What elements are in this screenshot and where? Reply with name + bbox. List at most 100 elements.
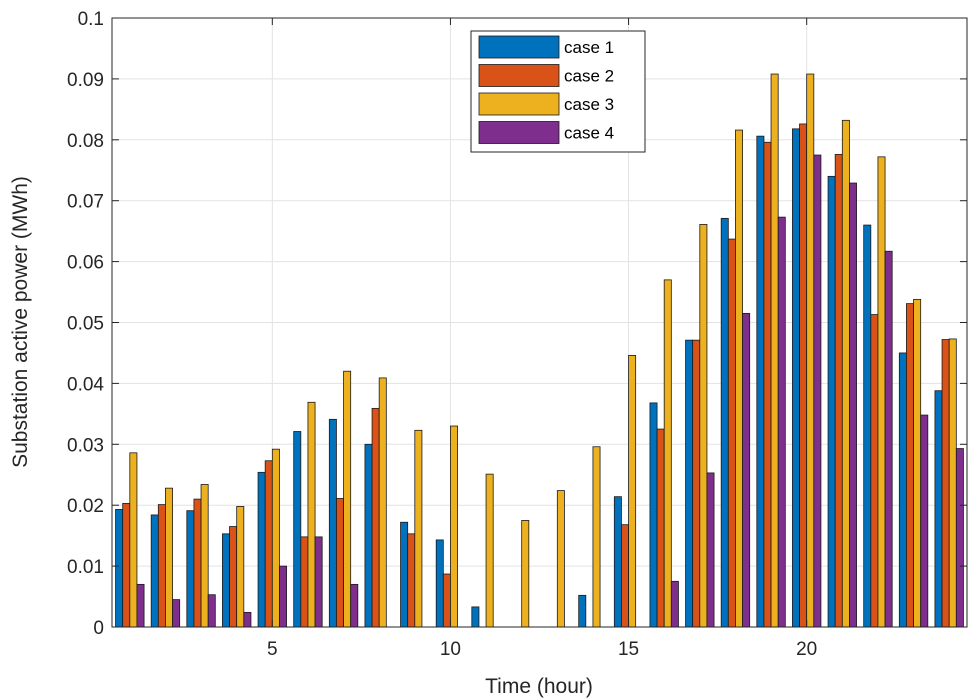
legend-swatch-case-2: [478, 64, 560, 87]
bar-case-3-hour-13: [556, 490, 565, 628]
legend-label-case-2: case 2: [564, 67, 614, 86]
legend-swatch-case-1: [478, 35, 560, 59]
bar-case-2-hour-24: [941, 339, 950, 628]
bar-case-4-hour-21: [849, 182, 857, 628]
bar-case-3-hour-2: [165, 487, 173, 628]
bar-case-4-hour-19: [777, 216, 786, 628]
y-axis-label: Substation active power (MWh): [9, 176, 32, 468]
bar-case-4-hour-18: [742, 312, 751, 628]
bar-case-4-hour-22: [884, 250, 893, 628]
bar-case-1-hour-11: [471, 606, 480, 628]
bar-case-3-hour-20: [806, 73, 815, 628]
bar-case-1-hour-5: [257, 471, 266, 628]
y-tick-label: 0.03: [67, 435, 104, 456]
bar-case-1-hour-1: [115, 509, 124, 628]
bar-case-1-hour-6: [293, 431, 302, 628]
bar-case-2-hour-4: [229, 526, 238, 628]
bar-case-3-hour-23: [913, 298, 922, 628]
bar-case-2-hour-7: [336, 498, 344, 628]
bar-case-3-hour-9: [414, 429, 423, 628]
bar-case-3-hour-7: [343, 370, 352, 628]
bar-case-3-hour-8: [378, 377, 387, 628]
bar-case-4-hour-3: [207, 594, 216, 628]
bar-case-3-hour-5: [271, 448, 280, 628]
bar-case-2-hour-2: [157, 504, 166, 628]
bar-case-2-hour-8: [371, 407, 380, 628]
bar-case-1-hour-18: [720, 217, 729, 628]
bar-case-1-hour-3: [186, 510, 195, 628]
bar-case-3-hour-11: [485, 473, 494, 628]
bar-case-2-hour-3: [193, 498, 202, 628]
bar-case-4-hour-7: [350, 583, 359, 628]
bar-case-2-hour-10: [442, 573, 451, 628]
legend: case 1 case 2 case 3 case 4: [470, 30, 646, 153]
bar-case-1-hour-24: [934, 390, 943, 628]
bar-case-1-hour-20: [792, 128, 800, 628]
y-tick-label: 0.1: [78, 9, 104, 30]
bar-case-1-hour-21: [827, 175, 836, 628]
bar-case-3-hour-16: [663, 279, 672, 628]
bar-case-3-hour-22: [877, 156, 886, 628]
bar-case-1-hour-23: [898, 352, 907, 628]
bar-case-1-hour-15: [613, 496, 622, 628]
bar-case-3-hour-3: [200, 484, 209, 628]
x-axis-label: Time (hour): [485, 675, 593, 698]
x-tick-label: 20: [796, 639, 817, 660]
bar-case-1-hour-7: [328, 418, 337, 628]
bar-case-2-hour-23: [906, 303, 914, 628]
bar-case-1-hour-10: [435, 539, 444, 628]
bar-case-3-hour-24: [948, 338, 957, 628]
bar-case-3-hour-15: [628, 354, 637, 628]
bar-case-1-hour-19: [756, 135, 765, 628]
bar-case-3-hour-19: [770, 73, 779, 628]
bar-case-2-hour-16: [656, 428, 665, 628]
bar-case-1-hour-8: [364, 443, 373, 628]
bar-case-2-hour-5: [264, 460, 273, 628]
bar-case-1-hour-17: [685, 339, 694, 628]
bar-case-4-hour-20: [813, 154, 822, 628]
bar-case-4-hour-6: [314, 536, 323, 628]
bar-case-1-hour-14: [578, 594, 587, 628]
bar-case-4-hour-2: [172, 599, 181, 628]
bar-case-3-hour-1: [129, 452, 138, 628]
bar-case-4-hour-4: [243, 611, 252, 628]
bar-case-2-hour-15: [621, 524, 629, 628]
bar-case-3-hour-17: [699, 224, 708, 628]
bar-case-1-hour-2: [150, 514, 159, 628]
y-tick-label: 0: [93, 618, 104, 639]
bar-case-2-hour-18: [727, 238, 736, 628]
legend-label-case-4: case 4: [564, 124, 614, 143]
y-tick-label: 0.02: [67, 496, 104, 517]
bar-case-4-hour-23: [920, 414, 929, 628]
bar-case-3-hour-14: [592, 446, 601, 628]
y-tick-label: 0.05: [67, 314, 104, 335]
bar-case-1-hour-16: [649, 402, 658, 628]
bar-case-4-hour-24: [955, 448, 964, 628]
bar-case-1-hour-9: [400, 521, 409, 628]
bar-case-2-hour-9: [407, 533, 416, 628]
bar-case-1-hour-4: [222, 533, 230, 628]
bar-case-3-hour-4: [236, 506, 245, 628]
bar-case-2-hour-21: [834, 154, 843, 628]
x-tick-label: 10: [440, 639, 461, 660]
x-tick-label: 15: [618, 639, 639, 660]
y-tick-label: 0.07: [67, 192, 104, 213]
bar-case-4-hour-1: [136, 583, 145, 628]
legend-label-case-1: case 1: [564, 38, 614, 57]
y-tick-label: 0.09: [67, 70, 104, 91]
bar-case-3-hour-18: [735, 129, 743, 628]
bar-case-4-hour-5: [279, 565, 287, 628]
legend-label-case-3: case 3: [564, 95, 614, 114]
legend-swatch-case-3: [478, 92, 560, 116]
bar-case-2-hour-6: [300, 536, 309, 628]
legend-swatch-case-4: [478, 121, 560, 144]
bar-case-2-hour-22: [870, 314, 879, 628]
bar-case-2-hour-1: [122, 502, 131, 628]
bar-case-3-hour-10: [450, 425, 458, 628]
y-tick-label: 0.01: [67, 557, 104, 578]
bar-case-2-hour-17: [692, 339, 701, 628]
bar-case-3-hour-6: [307, 401, 316, 628]
x-tick-label: 5: [267, 639, 278, 660]
